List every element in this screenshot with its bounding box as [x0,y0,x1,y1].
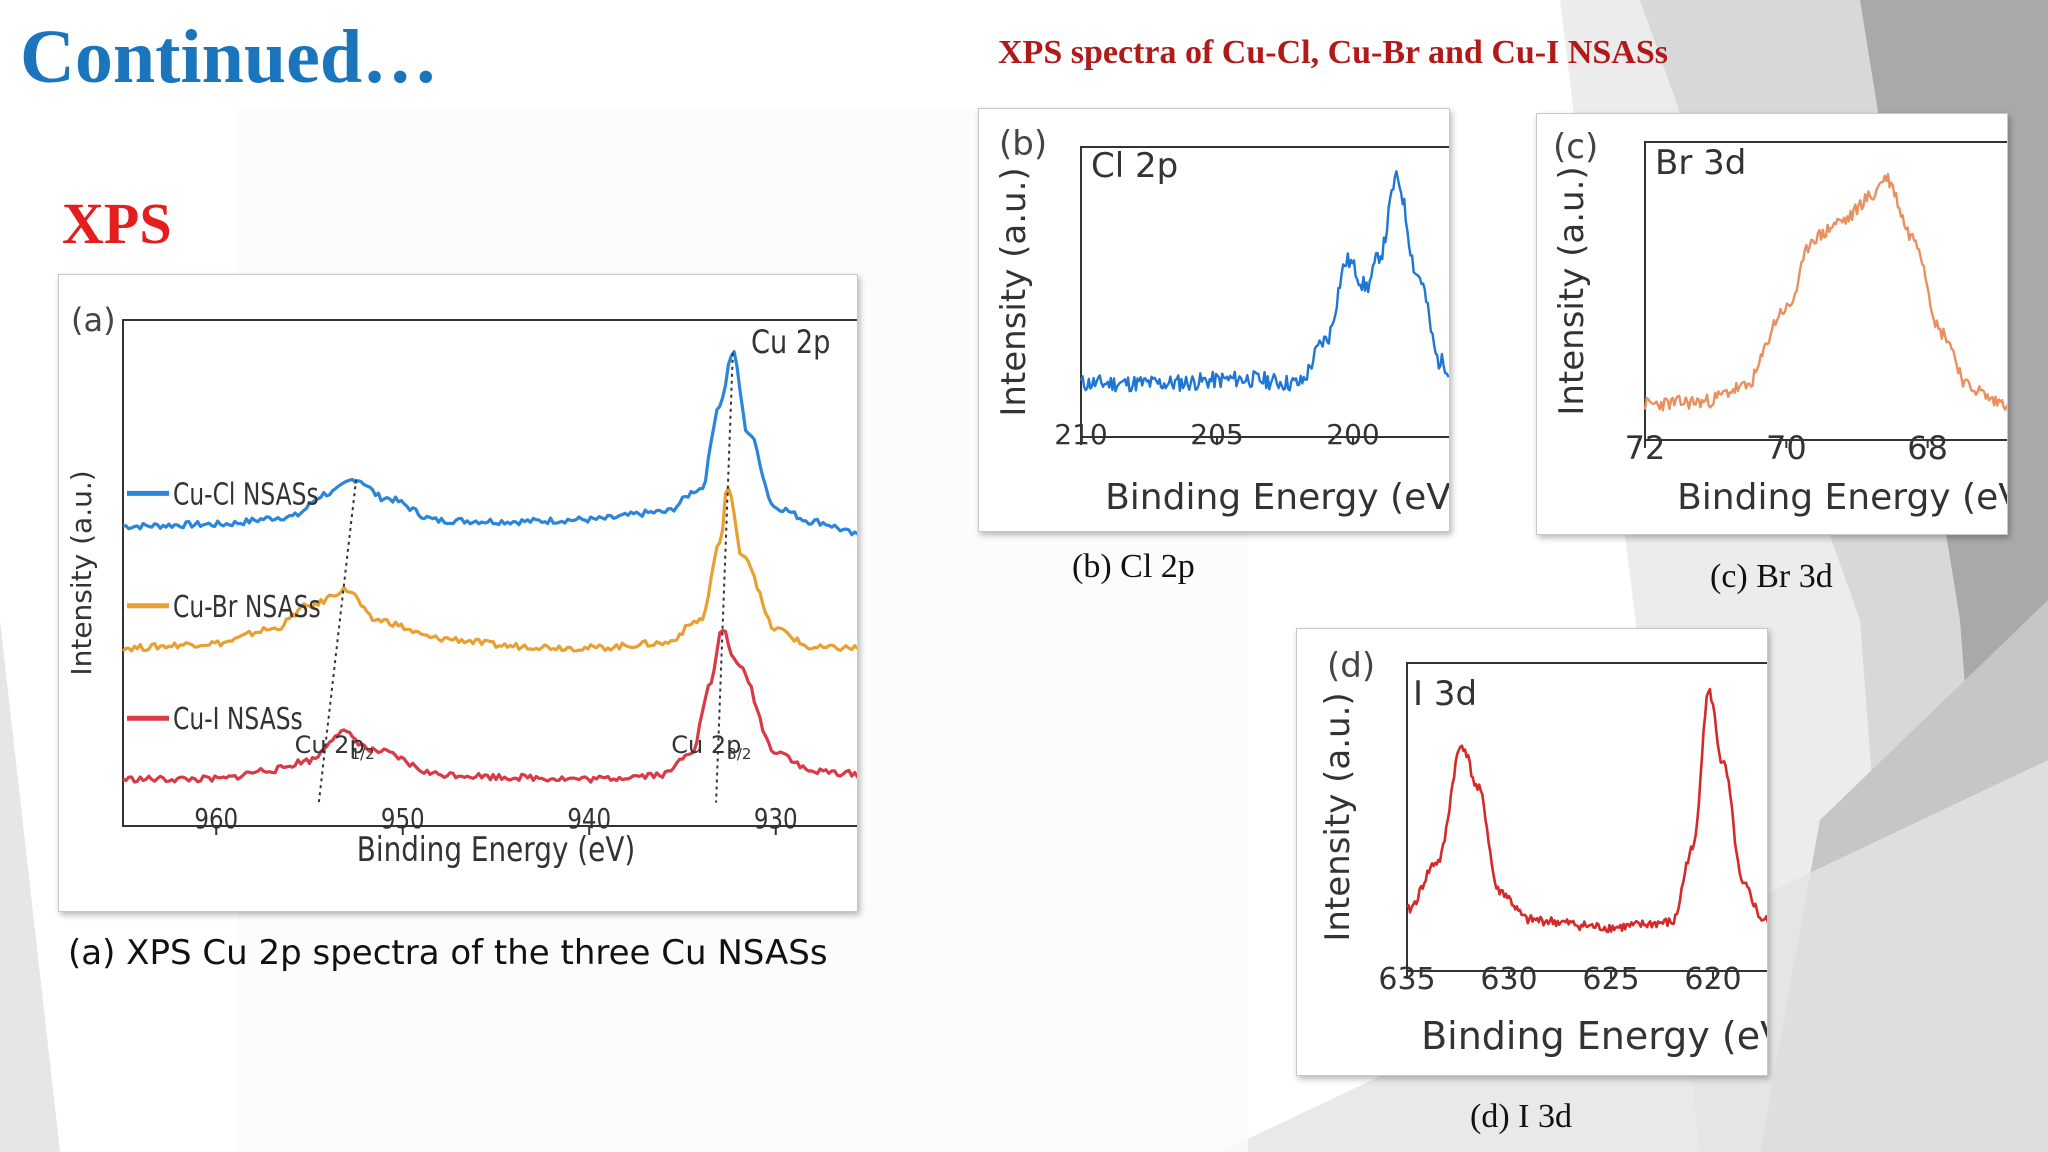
y-axis-label-d: Intensity (a.u.) [1318,692,1358,941]
x-tick-label-b: 205 [1190,418,1243,451]
chart-a-svg: 960 950 940 930 Binding Energy (eV) Intensity… [65,301,857,870]
x-tick-label-c: 70 [1766,429,1807,467]
x-axis-label-b: Binding Energy (eV) [1105,477,1449,518]
series-line-a-3 [122,629,857,784]
chart-d-svg: 635630625620615Binding Energy (eV)Intens… [1318,646,1767,1058]
series-line-b-1 [1079,170,1449,393]
peak-label-2p32-subscript: 3/2 [727,745,751,763]
x-tick-label-b: 200 [1326,418,1379,451]
caption-d: (d) I 3d [1470,1098,1572,1135]
plot-frame-c [1644,141,2007,441]
peak-guide-line [715,352,734,803]
panel-label-b: (b) [999,124,1047,164]
chart-title-d: I 3d [1413,674,1477,714]
legend-label: Cu-Br NSASs [173,590,321,625]
x-tick-label-c: 68 [1907,429,1948,467]
x-tick-label-c: 72 [1625,429,1666,467]
plot-frame-b [1080,146,1449,438]
legend-label: Cu-Cl NSASs [173,478,319,513]
caption-b: (b) Cl 2p [1072,548,1195,585]
x-tick-label-d: 630 [1480,962,1537,997]
series-line-a-2 [121,486,857,653]
series-line-c-1 [1643,172,2007,412]
x-tick-label-a: 960 [194,803,238,836]
chart-title-c: Br 3d [1655,143,1746,183]
plot-frame-a [122,319,857,827]
x-axis-label-a: Binding Energy (eV) [357,830,636,869]
chart-c-svg: 72706866Binding Energy (eV)Intensity (a.… [1552,127,2007,518]
legend-label: Cu-I NSASs [173,702,303,737]
y-axis-label-c: Intensity (a.u.) [1552,166,1592,415]
peak-label-2p12-subscript: 1/2 [351,745,375,763]
figure-c: 72706866Binding Energy (eV)Intensity (a.… [1536,113,2008,535]
x-tick-label-d: 620 [1684,962,1741,997]
figure-b: 210205200195Binding Energy (eV)Intensity… [978,108,1450,532]
series-line-a-1 [122,349,857,537]
y-axis-label-b: Intensity (a.u.) [994,167,1034,416]
x-tick-label-a: 940 [567,803,611,836]
x-tick-label-a: 930 [754,803,798,836]
peak-label-2p32: Cu 2p [671,731,741,759]
peak-guide-line [317,479,358,803]
x-tick-label-d: 625 [1582,962,1639,997]
section-heading: XPS [62,191,172,256]
panel-label-a: (a) [71,301,116,339]
figures-heading: XPS spectra of Cu-Cl, Cu-Br and Cu-I NSA… [998,34,1669,71]
x-tick-label-d: 635 [1378,962,1435,997]
x-tick-label-a: 950 [381,803,425,836]
y-axis-label-a: Intensity (a.u.) [65,470,98,675]
chart-b-svg: 210205200195Binding Energy (eV)Intensity… [994,124,1449,518]
figure-a: 960 950 940 930 Binding Energy (eV) Intensity… [58,274,858,912]
x-axis-label-c: Binding Energy (eV) [1677,477,2007,518]
caption-c: (c) Br 3d [1710,558,1833,595]
panel-label-d: (d) [1327,646,1375,686]
peak-label-2p12: Cu 2p [295,731,365,759]
slide-title: Continued… [20,15,439,99]
chart-title-b: Cl 2p [1091,146,1178,186]
series-line-d-1 [1406,687,1767,934]
chart-title-a: Cu 2p [751,324,830,362]
figure-d: 635630625620615Binding Energy (eV)Intens… [1296,628,1768,1076]
panel-label-c: (c) [1553,127,1598,167]
x-axis-label-d: Binding Energy (eV) [1421,1014,1767,1058]
x-tick-label-b: 210 [1054,418,1107,451]
caption-a: (a) XPS Cu 2p spectra of the three Cu NS… [68,933,828,973]
